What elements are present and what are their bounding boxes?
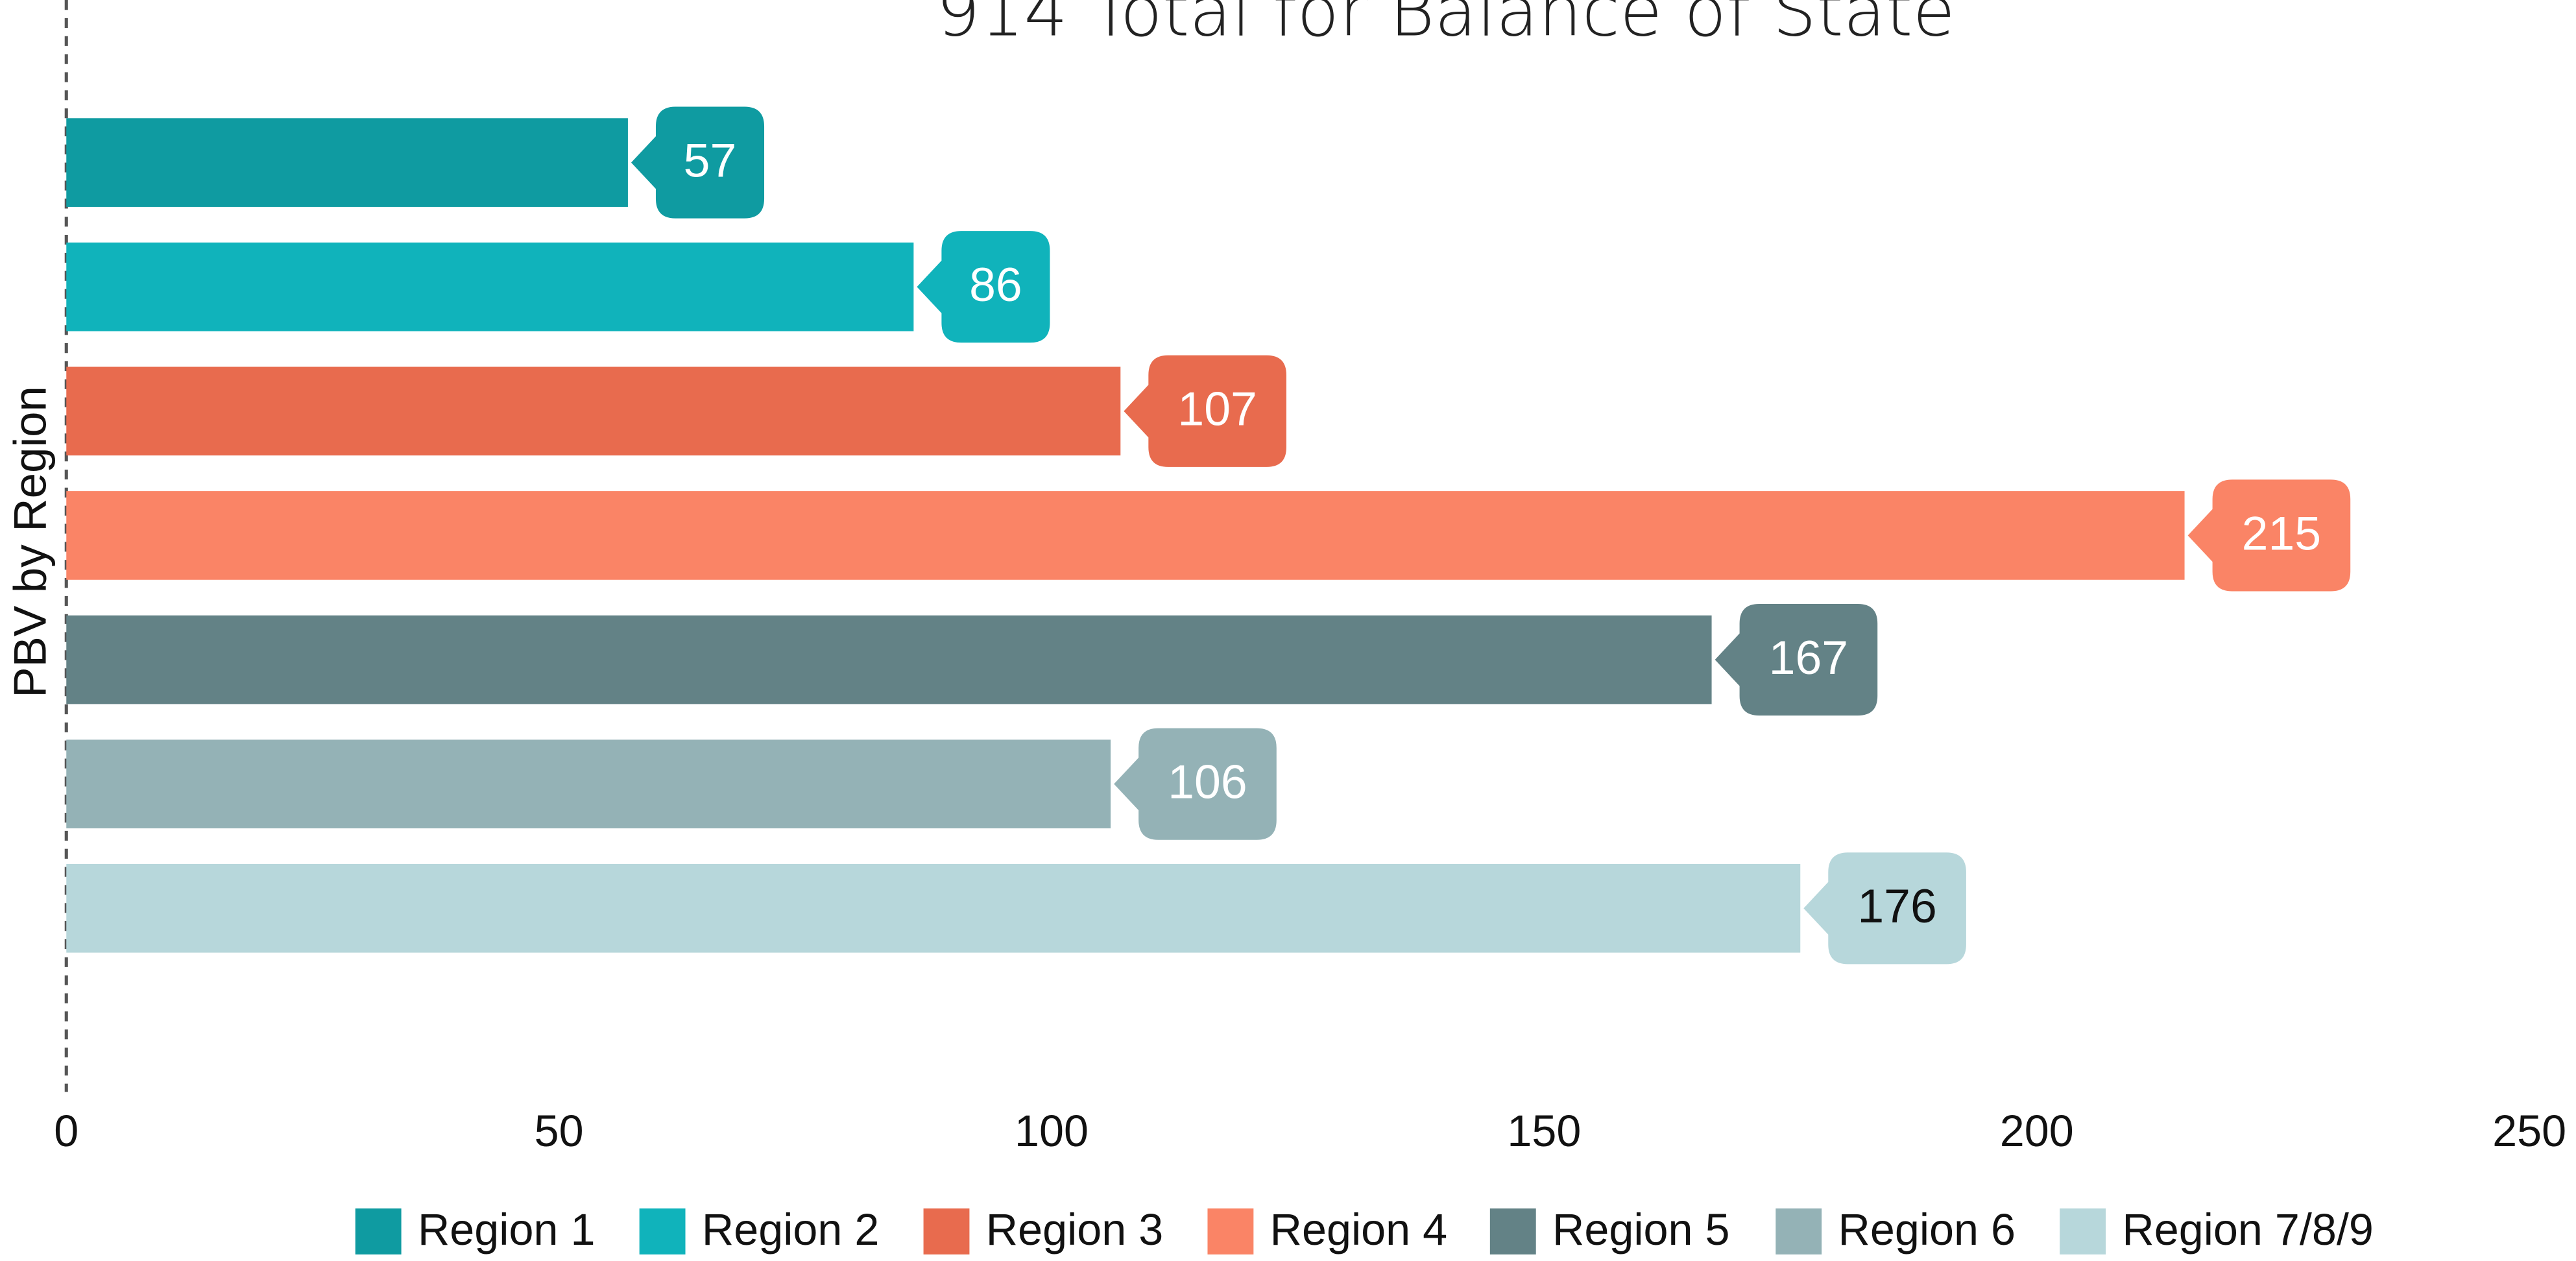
chart-title: 914 Total for Balance of State — [936, 0, 1955, 53]
legend-label: Region 6 — [1838, 1205, 2016, 1255]
legend-swatch — [1776, 1208, 1822, 1255]
bar — [66, 863, 1801, 953]
value-label: 86 — [969, 258, 1022, 311]
y-axis-label: PBV by Region — [5, 386, 56, 698]
x-tick-label: 0 — [54, 1107, 78, 1156]
value-label-callout — [631, 106, 765, 219]
legend-label: Region 4 — [1270, 1205, 1448, 1255]
legend-label: Region 5 — [1552, 1205, 1730, 1255]
value-label-callout — [1124, 355, 1286, 467]
legend-label: Region 7/8/9 — [2122, 1205, 2373, 1255]
value-label: 167 — [1769, 631, 1848, 684]
value-label: 106 — [1168, 756, 1247, 809]
legend-label: Region 1 — [418, 1205, 596, 1255]
value-label: 215 — [2242, 507, 2321, 560]
x-tick-label: 150 — [1507, 1107, 1581, 1156]
x-tick-label: 250 — [2492, 1107, 2566, 1156]
value-label: 107 — [1177, 383, 1257, 436]
legend-swatch — [355, 1208, 402, 1255]
x-tick-label: 50 — [535, 1107, 584, 1156]
value-label: 176 — [1857, 880, 1936, 933]
value-label-callout — [1114, 728, 1277, 840]
legend-label: Region 2 — [702, 1205, 880, 1255]
legend-label: Region 3 — [986, 1205, 1164, 1255]
x-tick-label: 100 — [1015, 1107, 1089, 1156]
bar — [66, 242, 914, 331]
bar — [66, 491, 2185, 580]
legend-swatch — [639, 1208, 686, 1255]
legend-swatch — [923, 1208, 970, 1255]
legend-swatch — [2060, 1208, 2106, 1255]
value-label-callout — [2187, 479, 2351, 592]
legend-swatch — [1207, 1208, 1254, 1255]
value-label: 57 — [684, 134, 737, 187]
value-label-callout — [917, 231, 1050, 343]
bar — [66, 615, 1712, 704]
bar — [66, 118, 628, 207]
x-tick-label: 200 — [2000, 1107, 2074, 1156]
bar — [66, 366, 1121, 456]
legend-swatch — [1489, 1208, 1536, 1255]
bar — [66, 739, 1111, 829]
value-label-callout — [1715, 603, 1878, 716]
value-label-callout — [1803, 852, 1966, 965]
